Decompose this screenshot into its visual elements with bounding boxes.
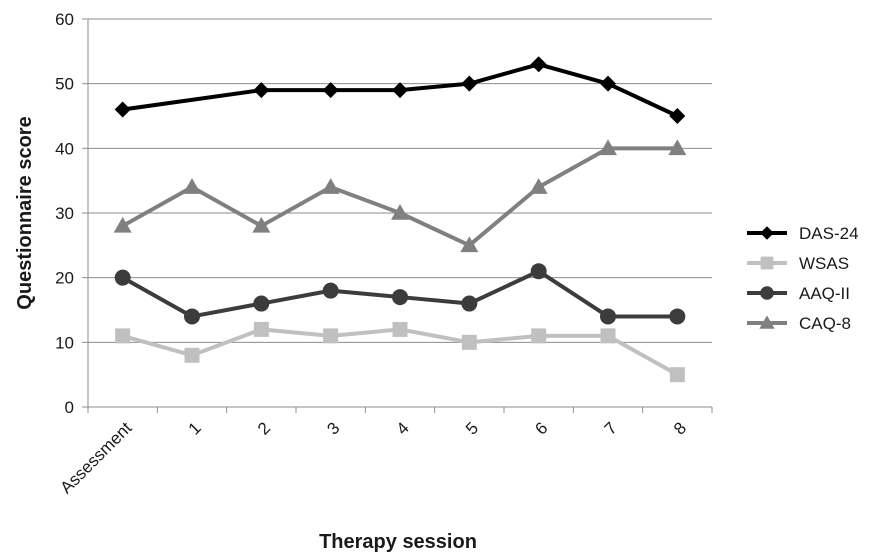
legend-item: WSAS — [747, 254, 849, 273]
x-tick-label: 5 — [462, 418, 482, 438]
legend: DAS-24 WSAS AAQ-II CAQ-8 — [747, 224, 859, 333]
series-aaq-ii — [114, 263, 686, 325]
series-caq-8 — [113, 139, 687, 253]
data-point — [252, 216, 271, 233]
data-point — [600, 308, 616, 325]
data-point — [759, 315, 775, 329]
y-tick-label: 20 — [55, 269, 74, 288]
legend-item: CAQ-8 — [747, 314, 851, 333]
data-point — [460, 236, 479, 253]
x-tick-label: Assessment — [57, 418, 136, 497]
series-group — [113, 56, 687, 383]
y-tick-label: 60 — [55, 10, 74, 29]
data-point — [461, 295, 478, 312]
y-tick-labels: 0 10 20 30 40 50 60 — [55, 10, 74, 417]
y-axis-title: Questionnaire score — [14, 116, 36, 309]
axes — [87, 19, 712, 408]
data-point — [184, 347, 200, 363]
data-point — [669, 108, 686, 124]
data-point — [253, 321, 269, 337]
data-point — [531, 328, 547, 344]
legend-label: CAQ-8 — [799, 314, 851, 333]
data-point — [760, 256, 774, 270]
x-tick-label: 2 — [254, 418, 274, 438]
x-axis-title: Therapy session — [319, 531, 477, 553]
data-point — [113, 216, 132, 233]
x-tick-label: 3 — [323, 418, 343, 438]
data-point — [253, 295, 270, 312]
series-line — [122, 62, 679, 118]
data-point — [669, 308, 686, 325]
x-tick-label: 8 — [670, 418, 690, 438]
data-point — [529, 178, 548, 194]
y-tick-label: 0 — [65, 398, 74, 417]
data-point — [600, 75, 616, 92]
x-tick-label: 4 — [393, 418, 413, 438]
data-point — [322, 82, 339, 99]
legend-item: DAS-24 — [747, 224, 859, 243]
data-point — [115, 328, 131, 344]
data-point — [114, 101, 131, 118]
data-point — [599, 139, 617, 156]
y-tick-label: 10 — [55, 333, 74, 352]
y-tick-label: 50 — [55, 75, 74, 94]
x-tick-label: 6 — [531, 418, 551, 438]
data-point — [600, 328, 616, 344]
data-point — [760, 226, 774, 240]
data-point — [392, 82, 408, 99]
x-tick-labels: Assessment 1 2 3 4 5 6 7 8 — [57, 418, 691, 497]
data-point — [760, 286, 774, 300]
data-point — [184, 308, 200, 325]
series-line — [121, 146, 678, 248]
y-tick-label: 30 — [55, 204, 74, 223]
data-point — [114, 269, 131, 286]
data-point — [253, 82, 270, 99]
data-point — [461, 75, 478, 92]
x-tick-label: 7 — [601, 418, 621, 438]
series-das-24 — [114, 56, 686, 124]
data-point — [530, 56, 547, 73]
data-point — [668, 139, 687, 156]
legend-label: WSAS — [799, 254, 849, 273]
legend-label: AAQ-II — [799, 284, 850, 303]
data-point — [391, 204, 409, 220]
data-point — [392, 321, 408, 337]
data-point — [530, 263, 547, 280]
data-point — [322, 282, 339, 299]
data-point — [183, 178, 201, 194]
data-point — [461, 334, 477, 350]
x-tick-label: 1 — [185, 418, 205, 438]
data-point — [323, 328, 339, 344]
data-point — [321, 178, 340, 194]
legend-item: AAQ-II — [747, 284, 850, 303]
data-point — [392, 289, 408, 306]
y-tick-label: 40 — [55, 139, 74, 158]
data-point — [669, 367, 685, 383]
legend-label: DAS-24 — [799, 224, 859, 243]
series-wsas — [115, 321, 685, 383]
